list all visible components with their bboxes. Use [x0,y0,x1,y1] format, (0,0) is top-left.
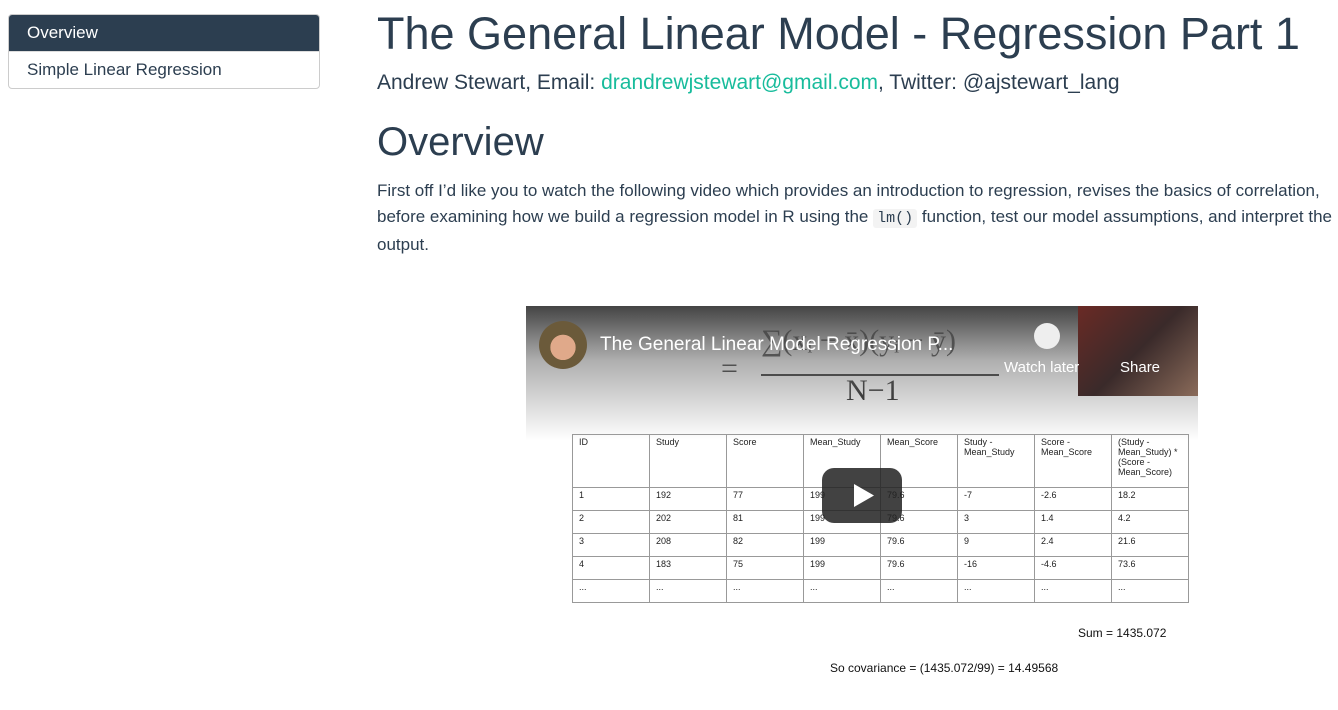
author-prefix: Andrew Stewart, Email: [377,71,602,94]
table-cell: ... [880,579,958,603]
table-cell: (Study - Mean_Study) * (Score - Mean_Sco… [1111,434,1189,488]
nav-item[interactable]: Overview [9,15,319,51]
play-icon [854,484,874,507]
share[interactable]: Share [1120,359,1161,376]
table-cell: 73.6 [1111,556,1189,580]
table-row: ........................ [572,579,1189,603]
section-heading: Overview [377,120,544,164]
email-link[interactable]: drandrewjstewart@gmail.com [601,71,879,94]
table-row: ID Study Score Mean_Study Mean_Score Study - … [572,434,1189,488]
table-cell: 79.6 [880,556,958,580]
presenter-thumbnail [1078,306,1198,396]
table-cell: 3 [957,510,1035,534]
table-cell: 192 [649,487,727,511]
paragraph: First off I’d like you to watch the foll… [377,178,1332,258]
table-cell: -2.6 [1034,487,1112,511]
table-row: 4 183 75 199 79.6 -16 -4.6 73.6 [572,556,1189,580]
table-cell: ... [1111,579,1189,603]
play-button[interactable] [822,468,902,523]
twitter: , Twitter: @ajstewart_lang [878,71,1120,94]
table-cell: 199 [803,533,881,557]
table-cell: 21.6 [1111,533,1189,557]
table-cell: 202 [649,510,727,534]
table-cell: 3 [572,533,650,557]
page-title: The General Linear Model - Regression Pa… [377,8,1300,59]
video-player[interactable]: = ∑(xᵢ − x̄)(yᵢ − ȳ) N−1 The General Lin… [526,306,1198,710]
author-line: Andrew Stewart, Email: drandrewjstewart@… [377,71,1120,95]
table-cell: 4 [572,556,650,580]
table-cell: 208 [649,533,727,557]
nav-item[interactable]: Simple Linear Regression [9,51,319,88]
table-row: 3 208 82 199 79.6 9 2.4 21.6 [572,533,1189,557]
table-cell: Score - Mean_Score [1034,434,1112,488]
table-cell: 1.4 [1034,510,1112,534]
table-cell: -16 [957,556,1035,580]
table-cell: 82 [726,533,804,557]
table-cell: Score [726,434,804,488]
table-cell: 81 [726,510,804,534]
channel-avatar[interactable] [539,321,587,369]
table-cell: 9 [957,533,1035,557]
table-cell: -7 [957,487,1035,511]
table-cell: ... [726,579,804,603]
sidebar: Overview Simple Linear Regression [8,14,320,89]
table-cell: Study - Mean_Study [957,434,1035,488]
table-cell: 75 [726,556,804,580]
table-cell: 1 [572,487,650,511]
table-cell: Study [649,434,727,488]
clock-icon[interactable] [1034,323,1060,349]
table-cell: 2.4 [1034,533,1112,557]
table-cell: 77 [726,487,804,511]
table-cell: 199 [803,556,881,580]
table-cell: ... [957,579,1035,603]
table-cell: ... [649,579,727,603]
table-cell: ... [1034,579,1112,603]
table-cell: 18.2 [1111,487,1189,511]
table-cell: ... [572,579,650,603]
table-cell: 79.6 [880,533,958,557]
table-cell: ID [572,434,650,488]
covariance-text: So covariance = (1435.072/99) = 14.49568 [830,661,1059,675]
text: First off I’d like you to watch the foll… [377,181,1320,226]
inline-code: lm() [873,209,918,228]
table-cell: ... [803,579,881,603]
table-cell: 183 [649,556,727,580]
table-cell: 4.2 [1111,510,1189,534]
video-title[interactable]: The General Linear Model Regression P... [600,334,954,355]
watch-later[interactable]: Watch later [1004,359,1080,376]
sum-text: Sum = 1435.072 [1078,626,1167,640]
text: function, test our model assumptions, an… [377,207,1332,254]
table-cell: -4.6 [1034,556,1112,580]
table-cell: 2 [572,510,650,534]
